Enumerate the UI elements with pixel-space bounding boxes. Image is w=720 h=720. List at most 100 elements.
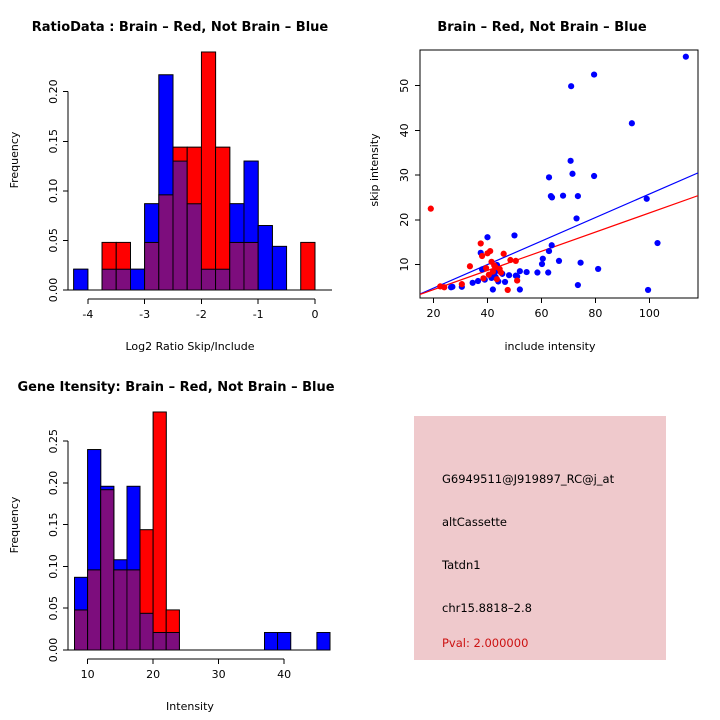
scatter-point [485, 271, 492, 278]
scatter-point [466, 263, 474, 270]
gene-y-tick-label: 0.00 [47, 638, 60, 663]
scatter-point [545, 269, 552, 276]
scatter-title: Brain – Red, Not Brain – Blue [437, 20, 646, 35]
scatter-point [577, 259, 584, 266]
scatter-plot-area: 10 20 30 40 50 20 40 60 80 100 [398, 49, 699, 320]
ratio-bar-not-brain-top [130, 268, 146, 291]
scatter-point [511, 232, 518, 239]
probe-id-text: G6949511@J919897_RC@j_at [442, 472, 615, 486]
gene-x-tick-label: 20 [146, 668, 160, 681]
scatter-point [514, 277, 521, 284]
gene-info-box: G6949511@J919897_RC@j_at altCassette Tat… [414, 416, 666, 660]
intensity-scatter-svg: Brain – Red, Not Brain – Blue skip inten… [368, 20, 699, 353]
ratio-bar-brain-top [115, 241, 131, 270]
scatter-x-tick-label: 80 [588, 307, 602, 320]
ratio-x-tick-label: -1 [253, 308, 264, 321]
ratio-bar-not-brain-top [243, 160, 259, 243]
ratio-x-tick-label: 0 [311, 308, 318, 321]
ratio-bar-not-brain-top [73, 268, 89, 291]
gene-symbol-text: Tatdn1 [442, 558, 481, 572]
ratio-bar-brain-top [215, 146, 231, 270]
gene-bar-not-brain-top [74, 576, 89, 611]
ratio-bar-overlap [229, 241, 245, 291]
scatter-point [590, 71, 598, 78]
scatter-point [484, 234, 491, 241]
gene-bar-not-brain-top [113, 559, 128, 571]
ratio-bar-brain-top [300, 241, 316, 291]
scatter-point [458, 281, 465, 288]
panel-intensity-scatter: Brain – Red, Not Brain – Blue skip inten… [360, 0, 720, 360]
gene-bar-not-brain-top [100, 485, 115, 491]
scatter-point [574, 193, 581, 200]
gene-bar-overlap [74, 609, 89, 651]
gene-bar-not-brain-top [264, 632, 279, 651]
gene-histogram-title: Gene Itensity: Brain – Red, Not Brain – … [17, 380, 334, 395]
scatter-x-tick-label: 100 [639, 307, 660, 320]
ratio-bar-overlap [186, 203, 202, 291]
scatter-point [567, 157, 574, 164]
ratio-y-tick-label: 0.00 [47, 278, 60, 303]
gene-x-tick-label: 30 [212, 668, 226, 681]
scatter-point [574, 281, 581, 289]
scatter-point [512, 257, 519, 265]
scatter-point [507, 256, 514, 264]
ratio-bar-brain-top [101, 241, 117, 270]
ratio-x-tick-label: -2 [196, 308, 207, 321]
gene-bar-overlap [165, 632, 180, 651]
gene-histogram-plot-area: 0.00 0.05 0.10 0.15 0.20 0.25 10 20 30 40 [47, 411, 331, 681]
gene-histogram-ylabel: Frequency [8, 496, 21, 553]
ratio-bar-not-brain-top [158, 74, 174, 196]
panel-gene-info: G6949511@J919897_RC@j_at altCassette Tat… [360, 360, 720, 720]
scatter-x-tick-label: 60 [534, 307, 548, 320]
scatter-point [534, 269, 541, 276]
gene-y-tick-label: 0.15 [47, 512, 60, 537]
scatter-xlabel: include intensity [504, 340, 596, 353]
scatter-point [477, 240, 484, 247]
scatter-data-group [420, 53, 698, 295]
ratio-bar-overlap [144, 241, 160, 291]
scatter-point [555, 257, 563, 265]
gene-histogram-svg: Gene Itensity: Brain – Red, Not Brain – … [8, 380, 335, 713]
scatter-point [483, 264, 490, 272]
panel-gene-intensity-histogram: Gene Itensity: Brain – Red, Not Brain – … [0, 360, 360, 720]
ratio-y-tick-label: 0.10 [47, 179, 60, 204]
ratio-bar-brain-top [200, 51, 217, 270]
scatter-fit-line [420, 172, 698, 295]
scatter-point [505, 272, 513, 279]
scatter-point [559, 192, 567, 199]
ratio-y-tick-label: 0.15 [47, 129, 60, 154]
ratio-bar-overlap [115, 268, 131, 291]
gene-bar-not-brain-top [277, 632, 292, 651]
scatter-point [548, 194, 556, 201]
ratio-bar-brain-top [172, 146, 188, 162]
scatter-point [682, 53, 689, 60]
ratio-histogram-ylabel: Frequency [8, 131, 21, 188]
scatter-point [628, 120, 635, 127]
ratio-bar-not-brain-top [257, 225, 273, 291]
scatter-y-tick-label: 50 [398, 79, 411, 93]
scatter-point [489, 286, 496, 293]
gene-y-tick-label: 0.20 [47, 471, 60, 496]
scatter-fit-line [420, 195, 698, 295]
gene-x-tick-label: 10 [81, 668, 95, 681]
scatter-point [469, 279, 476, 286]
scatter-point [500, 250, 507, 257]
gene-bar-brain-top [139, 529, 154, 614]
scatter-point [643, 195, 650, 202]
scatter-point [538, 260, 546, 268]
gene-bar-not-brain-top [87, 449, 102, 571]
gene-bar-overlap [87, 569, 102, 651]
ratio-bar-brain-top [186, 146, 202, 205]
scatter-point [516, 268, 523, 275]
scatter-point [427, 205, 434, 212]
gene-bar-overlap [113, 569, 128, 651]
scatter-point [516, 286, 523, 293]
scatter-point [548, 242, 555, 249]
gene-bar-not-brain-top [126, 485, 141, 571]
scatter-point [569, 170, 576, 177]
locus-text: chr15.8818–2.8 [442, 601, 532, 615]
scatter-point [501, 278, 509, 286]
ratio-bar-not-brain-top [144, 203, 160, 243]
panel-ratio-histogram: RatioData : Brain – Red, Not Brain – Blu… [0, 0, 360, 360]
